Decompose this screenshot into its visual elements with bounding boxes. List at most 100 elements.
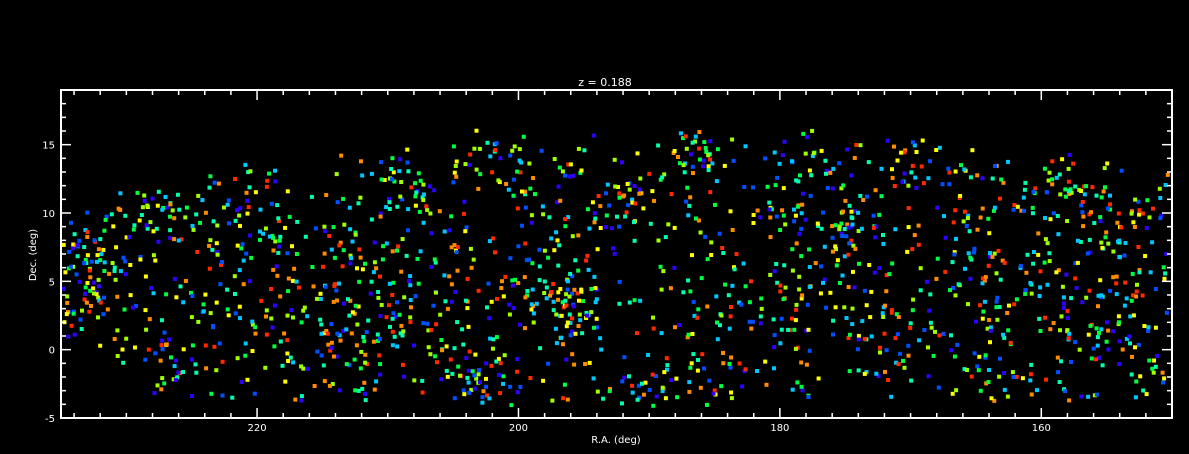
- galaxy-point-1114: [552, 157, 557, 161]
- galaxy-point-1599: [113, 277, 118, 282]
- galaxy-point-1004: [80, 308, 84, 313]
- galaxy-point-1051: [632, 184, 637, 188]
- galaxy-point-30: [72, 232, 77, 237]
- galaxy-point-1181: [990, 176, 995, 181]
- galaxy-point-101: [209, 391, 214, 396]
- galaxy-point-108: [263, 365, 268, 370]
- galaxy-point-742: [987, 254, 992, 259]
- galaxy-point-1212: [1060, 157, 1065, 162]
- galaxy-point-1306: [708, 190, 713, 195]
- galaxy-point-1560: [702, 140, 707, 145]
- galaxy-point-602: [755, 208, 760, 213]
- galaxy-point-717: [890, 175, 895, 180]
- galaxy-point-1035: [699, 276, 704, 281]
- galaxy-point-500: [630, 390, 635, 395]
- galaxy-point-779: [983, 355, 988, 360]
- galaxy-point-270: [392, 179, 397, 184]
- galaxy-point-1587: [747, 319, 752, 324]
- galaxy-point-1608: [723, 282, 728, 287]
- galaxy-point-278: [417, 209, 422, 214]
- galaxy-point-600: [807, 168, 812, 173]
- y-axis-label: Dec. (deg): [28, 229, 39, 281]
- galaxy-point-683: [862, 288, 867, 293]
- galaxy-point-988: [980, 206, 985, 211]
- galaxy-point-550: [730, 283, 735, 288]
- galaxy-point-618: [759, 306, 764, 311]
- galaxy-point-694: [882, 331, 887, 336]
- galaxy-point-775: [912, 233, 917, 238]
- galaxy-point-1161: [987, 318, 992, 322]
- galaxy-point-1435: [1023, 288, 1028, 293]
- galaxy-point-762: [963, 266, 967, 271]
- galaxy-point-1539: [554, 341, 559, 346]
- galaxy-point-1844: [334, 172, 339, 177]
- galaxy-point-1171: [322, 224, 327, 229]
- galaxy-point-1522: [319, 322, 324, 327]
- galaxy-point-1360: [683, 134, 688, 139]
- galaxy-point-1577: [248, 233, 252, 238]
- galaxy-point-1079: [999, 177, 1004, 182]
- galaxy-point-1341: [510, 283, 515, 288]
- galaxy-point-628: [824, 305, 829, 310]
- galaxy-point-1809: [685, 185, 690, 190]
- galaxy-point-330: [518, 385, 523, 389]
- galaxy-point-1778: [1029, 362, 1034, 367]
- galaxy-point-1717: [681, 290, 686, 295]
- galaxy-point-446: [575, 291, 580, 296]
- galaxy-point-978: [730, 228, 735, 232]
- galaxy-point-1609: [587, 360, 592, 365]
- galaxy-point-1337: [894, 360, 899, 365]
- galaxy-point-725: [919, 164, 924, 169]
- galaxy-point-97: [190, 343, 195, 348]
- galaxy-point-1007: [513, 277, 518, 282]
- galaxy-point-168: [301, 366, 306, 371]
- galaxy-point-1295: [1148, 270, 1153, 275]
- galaxy-point-1684: [804, 362, 809, 367]
- galaxy-point-1186: [728, 314, 733, 319]
- galaxy-point-1304: [647, 171, 652, 176]
- galaxy-point-1208: [384, 205, 389, 210]
- galaxy-point-889: [1104, 320, 1109, 325]
- galaxy-point-1005: [902, 150, 907, 155]
- galaxy-point-1569: [253, 190, 258, 195]
- galaxy-point-172: [378, 211, 383, 216]
- galaxy-point-728: [913, 175, 918, 180]
- galaxy-point-1390: [495, 296, 499, 301]
- galaxy-point-955: [328, 348, 333, 353]
- galaxy-point-833: [1066, 166, 1071, 171]
- galaxy-point-1326: [1096, 355, 1101, 360]
- galaxy-point-1820: [579, 168, 584, 173]
- galaxy-point-1049: [301, 308, 306, 313]
- galaxy-point-1164: [737, 300, 742, 305]
- galaxy-point-83: [151, 253, 156, 258]
- galaxy-point-1787: [476, 288, 481, 293]
- galaxy-point-69: [127, 235, 132, 239]
- galaxy-point-1045: [1100, 245, 1105, 250]
- galaxy-point-285: [398, 331, 403, 336]
- galaxy-point-1673: [750, 319, 755, 324]
- galaxy-point-94: [152, 391, 157, 396]
- galaxy-point-906: [1099, 327, 1104, 332]
- galaxy-point-792: [1010, 370, 1015, 375]
- galaxy-point-191: [363, 261, 367, 266]
- galaxy-point-1124: [1140, 211, 1145, 216]
- galaxy-point-1373: [758, 321, 763, 326]
- galaxy-point-257: [379, 177, 384, 182]
- galaxy-point-391: [549, 290, 554, 294]
- galaxy-point-1507: [672, 225, 677, 230]
- galaxy-point-307: [466, 368, 471, 373]
- galaxy-point-110: [258, 229, 262, 234]
- galaxy-point-185: [341, 248, 346, 253]
- galaxy-point-1765: [806, 327, 811, 332]
- galaxy-point-975: [1044, 377, 1048, 382]
- galaxy-point-1029: [630, 383, 635, 388]
- galaxy-point-757: [998, 277, 1003, 282]
- galaxy-point-238: [341, 301, 346, 306]
- galaxy-point-317: [366, 318, 371, 323]
- galaxy-point-1546: [467, 349, 472, 354]
- galaxy-point-1195: [245, 377, 250, 382]
- galaxy-point-1031: [1098, 215, 1103, 220]
- galaxy-point-1585: [413, 294, 418, 299]
- galaxy-point-1768: [1103, 185, 1107, 190]
